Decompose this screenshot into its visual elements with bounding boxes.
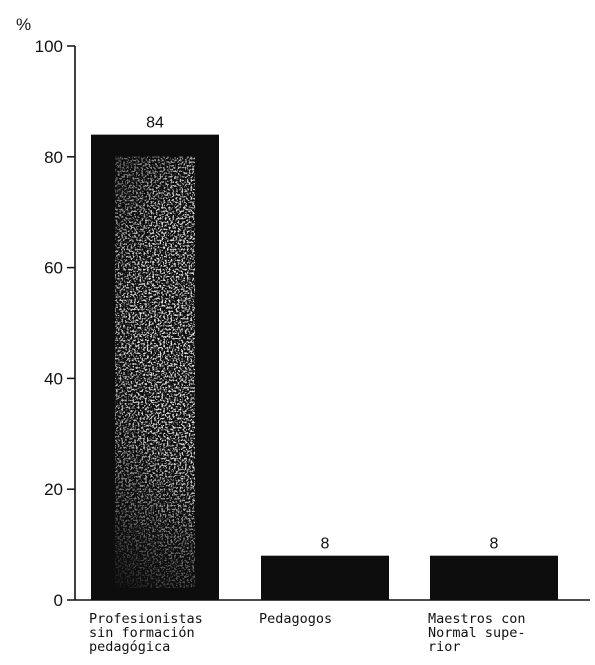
category-label-1: Pedagogos: [259, 611, 332, 627]
category-label-2: Maestros con Normal supe-rior: [428, 611, 526, 655]
y-tick-label-80: 80: [44, 148, 63, 167]
bar-0-texture: [115, 156, 195, 588]
y-axis-label: %: [16, 15, 31, 34]
bar-0-speckle: [115, 156, 195, 588]
y-axis: 0 20 40 60 80 100: [35, 37, 76, 610]
bar-2: [430, 555, 558, 600]
category-labels: Profesionistas sin formación pedagógica Ped…: [89, 611, 526, 655]
y-ticks: 0 20 40 60 80 100: [35, 37, 75, 610]
value-labels: 84 8 8: [146, 115, 498, 553]
y-tick-label-60: 60: [44, 259, 63, 278]
category-label-0: Profesionistas sin formación pedagógica: [89, 611, 203, 655]
data-label-2: 8: [490, 536, 499, 553]
data-label-0: 84: [146, 115, 164, 132]
bars: [91, 134, 558, 600]
y-tick-label-100: 100: [35, 37, 63, 56]
bar-1: [261, 555, 389, 600]
y-tick-label-0: 0: [54, 591, 63, 610]
data-label-1: 8: [321, 536, 330, 553]
y-tick-label-20: 20: [44, 480, 63, 499]
y-tick-label-40: 40: [44, 369, 63, 388]
